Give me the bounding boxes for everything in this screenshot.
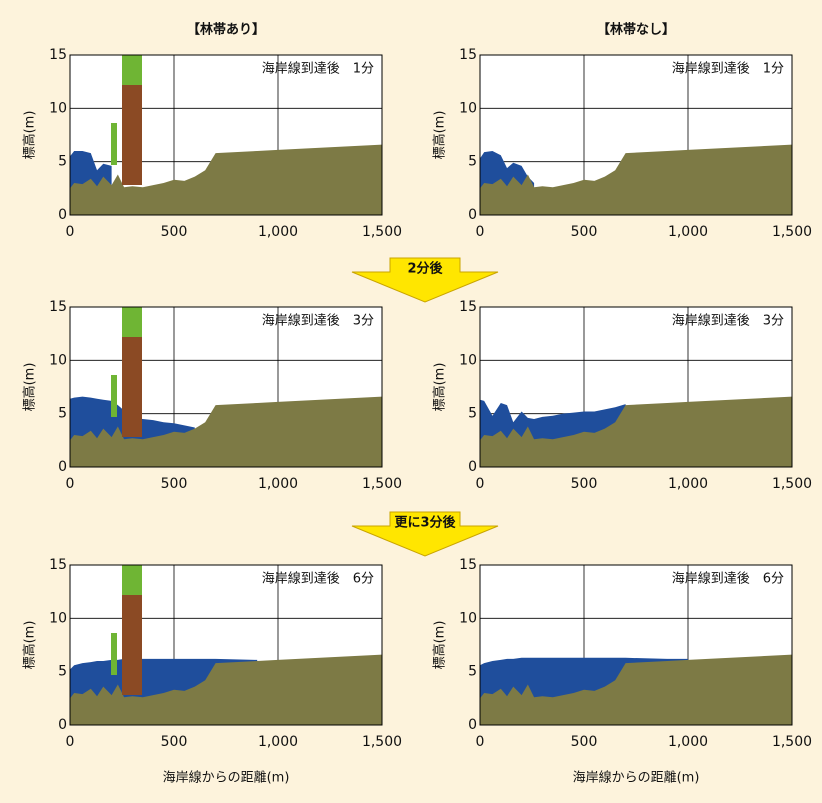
y-axis-label: 標高(m) [22, 111, 38, 160]
annotation: 海岸線到達後 3分 [262, 313, 374, 329]
y-axis-label: 標高(m) [432, 111, 448, 160]
y-tick-label: 15 [49, 557, 67, 573]
y-tick-label: 5 [58, 154, 67, 170]
arrow-label: 更に3分後 [394, 515, 456, 531]
x-tick-label: 500 [161, 224, 188, 240]
x-tick-label: 1,000 [668, 734, 708, 750]
y-tick-label: 5 [468, 406, 477, 422]
y-tick-label: 10 [459, 100, 477, 116]
annotation: 海岸線到達後 1分 [262, 61, 374, 77]
annotation: 海岸線到達後 6分 [672, 571, 784, 587]
x-tick-label: 500 [571, 224, 598, 240]
chart-title: 【林帯なし】 [597, 22, 675, 38]
x-tick-label: 1,000 [668, 476, 708, 492]
x-tick-label: 0 [66, 734, 75, 750]
annotation: 海岸線到達後 3分 [672, 313, 784, 329]
tree-crown [122, 565, 142, 595]
annotation: 海岸線到達後 6分 [262, 571, 374, 587]
x-tick-label: 500 [571, 734, 598, 750]
y-tick-label: 15 [49, 299, 67, 315]
y-tick-label: 15 [459, 47, 477, 63]
x-tick-label: 1,000 [258, 224, 298, 240]
y-tick-label: 0 [58, 207, 67, 223]
panel: 0 500 1,000 1,500 0 5 10 15 標高(m) 海岸線到達後 3分 [22, 299, 403, 492]
panel: 0 500 1,000 1,500 0 5 10 15 標高(m) 海岸線到達後 1分 【林帯なし】 [432, 22, 813, 241]
arrow-label: 2分後 [407, 261, 443, 277]
y-tick-label: 0 [58, 459, 67, 475]
x-tick-label: 0 [66, 476, 75, 492]
x-tick-label: 0 [476, 224, 485, 240]
annotation: 海岸線到達後 1分 [672, 61, 784, 77]
y-tick-label: 5 [468, 664, 477, 680]
y-axis-label: 標高(m) [22, 621, 38, 670]
x-tick-label: 1,500 [772, 476, 812, 492]
y-tick-label: 15 [459, 299, 477, 315]
panel: 0 500 1,000 1,500 0 5 10 15 標高(m) 海岸線到達後 3分 [432, 299, 813, 492]
x-tick-label: 0 [476, 476, 485, 492]
y-tick-label: 5 [58, 406, 67, 422]
x-tick-label: 500 [161, 734, 188, 750]
arrow-2: 更に3分後 [352, 512, 498, 556]
y-tick-label: 0 [468, 717, 477, 733]
y-tick-label: 0 [468, 207, 477, 223]
panel: 0 500 1,000 1,500 0 5 10 15 標高(m) 海岸線到達後 6分海岸線からの… [432, 557, 813, 786]
tree-crown [122, 307, 142, 337]
y-tick-label: 0 [58, 717, 67, 733]
x-tick-label: 1,000 [668, 224, 708, 240]
y-tick-label: 15 [49, 47, 67, 63]
panel: 0 500 1,000 1,500 0 5 10 15 標高(m) 海岸線到達後 6分海岸線からの… [22, 557, 403, 786]
x-tick-label: 1,500 [362, 224, 402, 240]
tree-trunk [122, 595, 142, 695]
x-axis-label: 海岸線からの距離(m) [573, 770, 700, 786]
x-tick-label: 0 [476, 734, 485, 750]
x-tick-label: 1,500 [772, 224, 812, 240]
y-tick-label: 15 [459, 557, 477, 573]
tree-crown [122, 55, 142, 85]
y-axis-label: 標高(m) [432, 621, 448, 670]
x-tick-label: 500 [161, 476, 188, 492]
tree-crown [111, 375, 117, 417]
x-tick-label: 1,000 [258, 476, 298, 492]
figure: 2分後 更に3分後 05001,0001,500051015標高(m)海岸線到達… [0, 0, 822, 803]
y-tick-label: 10 [49, 610, 67, 626]
y-tick-label: 5 [58, 664, 67, 680]
y-tick-label: 10 [49, 100, 67, 116]
tree-trunk [122, 337, 142, 437]
x-tick-label: 1,000 [258, 734, 298, 750]
tree-crown [111, 633, 117, 675]
y-tick-label: 10 [459, 610, 477, 626]
x-tick-label: 500 [571, 476, 598, 492]
x-axis-label: 海岸線からの距離(m) [163, 770, 290, 786]
y-tick-label: 10 [49, 352, 67, 368]
chart-title: 【林帯あり】 [187, 22, 265, 38]
y-axis-label: 標高(m) [432, 363, 448, 412]
y-axis-label: 標高(m) [22, 363, 38, 412]
y-tick-label: 0 [468, 459, 477, 475]
x-tick-label: 1,500 [362, 734, 402, 750]
tree-trunk [122, 85, 142, 185]
x-tick-label: 0 [66, 224, 75, 240]
panel: 0 500 1,000 1,500 0 5 10 15 標高(m) 海岸線到達後 1分 【林帯あり】 [22, 22, 403, 241]
y-tick-label: 10 [459, 352, 477, 368]
x-tick-label: 1,500 [772, 734, 812, 750]
arrow-1: 2分後 [352, 258, 498, 302]
y-tick-label: 5 [468, 154, 477, 170]
tree-crown [111, 123, 117, 165]
x-tick-label: 1,500 [362, 476, 402, 492]
